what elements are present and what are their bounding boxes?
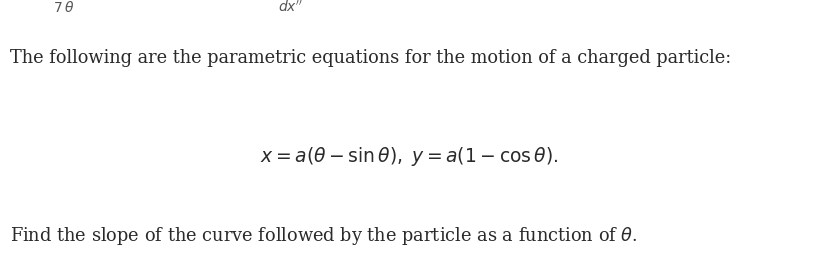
Text: Find the slope of the curve followed by the particle as a function of $\theta$.: Find the slope of the curve followed by … bbox=[10, 225, 637, 247]
Text: $7\,\theta$: $7\,\theta$ bbox=[53, 0, 75, 15]
Text: $dx^{\prime\prime}$: $dx^{\prime\prime}$ bbox=[278, 0, 303, 15]
Text: $x = a(\theta - \sin\theta),\; y = a(1 - \cos\theta).$: $x = a(\theta - \sin\theta),\; y = a(1 -… bbox=[260, 145, 559, 168]
Text: The following are the parametric equations for the motion of a charged particle:: The following are the parametric equatio… bbox=[10, 49, 731, 67]
